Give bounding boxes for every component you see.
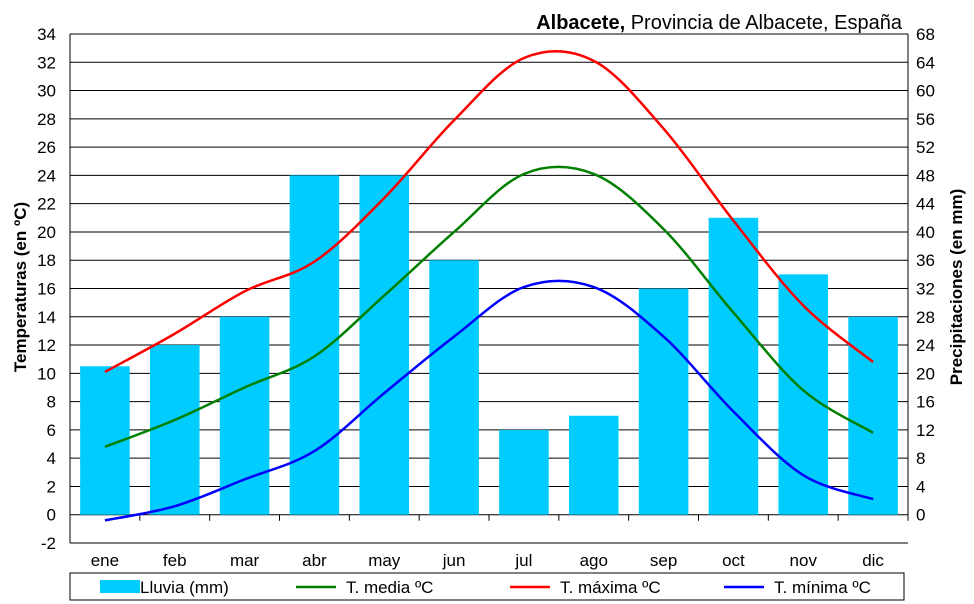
y-right-tick-label: 0 <box>916 506 925 525</box>
x-tick-label: abr <box>302 551 327 570</box>
x-tick-label: oct <box>722 551 745 570</box>
y-left-tick-label: 16 <box>37 280 56 299</box>
y-right-tick-label: 12 <box>916 421 935 440</box>
rain-bar <box>848 316 898 515</box>
temperature-lines <box>104 50 874 522</box>
y-left-tick-label: 30 <box>37 82 56 101</box>
rain-bar <box>499 429 549 515</box>
rain-bar <box>149 345 200 515</box>
y-left-tick-label: 22 <box>37 195 56 214</box>
axes <box>69 34 909 544</box>
rain-bar <box>708 217 759 515</box>
y-left-tick-label: 6 <box>47 421 56 440</box>
gridlines <box>70 33 908 544</box>
rain-bar <box>429 260 479 515</box>
y-right-tick-label: 8 <box>916 449 925 468</box>
x-tick-label: feb <box>163 551 187 570</box>
y-left-tick-label: 14 <box>37 308 56 327</box>
x-tick-label: mar <box>230 551 260 570</box>
y-left-tick-label: 18 <box>37 251 56 270</box>
y-right-tick-label: 24 <box>916 336 935 355</box>
x-tick-label: ago <box>580 551 608 570</box>
x-tick-label: jul <box>514 551 532 570</box>
temperature-line <box>104 165 874 449</box>
rain-bar <box>778 274 829 515</box>
y-right-tick-label: 36 <box>916 251 935 270</box>
y-left-tick-label: 4 <box>47 449 56 468</box>
legend-swatch-bar <box>100 580 140 593</box>
y-right-tick-label: 32 <box>916 280 935 299</box>
y-left-tick-label: 8 <box>47 393 56 412</box>
legend-label: T. máxima ºC <box>560 578 661 597</box>
x-tick-label: ene <box>91 551 119 570</box>
y-left-tick-label: 26 <box>37 138 56 157</box>
x-tick-label: jun <box>442 551 466 570</box>
y-left-tick-label: 24 <box>37 166 56 185</box>
y-left-tick-label: 28 <box>37 110 56 129</box>
chart-title-rest: Provincia de Albacete, España <box>625 12 903 34</box>
x-tick-label: sep <box>650 551 677 570</box>
y-right-tick-label: 64 <box>916 53 935 72</box>
y-right-tick-label: 52 <box>916 138 935 157</box>
y-left-tick-label: 0 <box>47 506 56 525</box>
legend-label: Lluvia (mm) <box>140 578 229 597</box>
legend: Lluvia (mm) T. media ºC T. máxima ºC T. mín… <box>69 572 905 601</box>
tick-labels: -202468101214161820222426283032340481216… <box>37 25 935 570</box>
rain-bar <box>289 175 340 515</box>
y-right-tick-label: 28 <box>916 308 935 327</box>
y-left-tick-label: 20 <box>37 223 56 242</box>
temperature-line <box>104 50 874 374</box>
y-right-tick-label: 56 <box>916 110 935 129</box>
y-right-tick-label: 40 <box>916 223 935 242</box>
y-right-tick-label: 16 <box>916 393 935 412</box>
rain-bar <box>219 316 270 515</box>
chart-title: Albacete, Provincia de Albacete, España <box>536 12 903 34</box>
y-left-tick-label: 10 <box>37 364 56 383</box>
y-left-tick-label: 12 <box>37 336 56 355</box>
y-right-tick-label: 44 <box>916 195 935 214</box>
y-right-tick-label: 60 <box>916 82 935 101</box>
y-right-tick-label: 4 <box>916 477 925 496</box>
rain-bar <box>638 288 689 515</box>
y-left-tick-label: 32 <box>37 53 56 72</box>
temperature-line <box>104 279 874 522</box>
x-tick-label: nov <box>790 551 818 570</box>
y-axis-right-title: Precipitaciones (en mm) <box>947 189 966 386</box>
chart-title-bold: Albacete, <box>536 12 625 34</box>
y-left-tick-label: 34 <box>37 25 56 44</box>
legend-label: T. media ºC <box>346 578 433 597</box>
y-left-tick-label: -2 <box>41 534 56 553</box>
rain-bar <box>359 175 410 515</box>
y-right-tick-label: 68 <box>916 25 935 44</box>
y-right-tick-label: 20 <box>916 364 935 383</box>
legend-label: T. mínima ºC <box>774 578 871 597</box>
y-axis-left-title: Temperaturas (en ºC) <box>11 202 30 372</box>
legend-box <box>69 572 905 601</box>
x-tick-label: dic <box>862 551 884 570</box>
y-left-tick-label: 2 <box>47 477 56 496</box>
rain-bar <box>568 415 619 515</box>
x-tick-label: may <box>368 551 401 570</box>
y-right-tick-label: 48 <box>916 166 935 185</box>
